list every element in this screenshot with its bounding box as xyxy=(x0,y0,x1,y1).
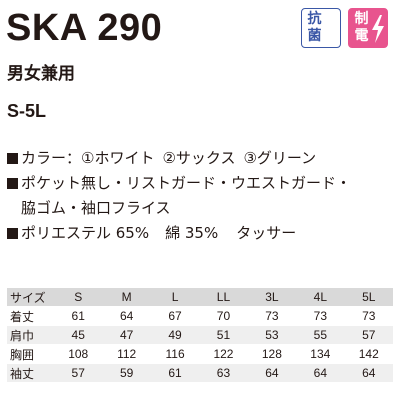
table-cell: 128 xyxy=(247,344,297,364)
material-line: ポリエステル 65% 綿 35% タッサー xyxy=(7,221,397,246)
size-header-cell: 4L xyxy=(296,288,345,307)
usage-label: 男女兼用 xyxy=(7,64,75,84)
table-cell: 47 xyxy=(102,325,151,345)
table-row: 袖丈 57 59 61 63 64 64 64 xyxy=(7,363,393,383)
row-label: 肩巾 xyxy=(7,325,54,345)
color-green: ③グリーン xyxy=(243,149,317,167)
table-cell: 64 xyxy=(296,363,345,383)
size-header-row: サイズ S M L LL 3L 4L 5L xyxy=(7,288,393,307)
table-cell: 61 xyxy=(150,363,200,383)
table-cell: 45 xyxy=(54,325,103,345)
table-cell: 57 xyxy=(344,325,393,345)
size-header-cell: L xyxy=(150,288,200,307)
spec-line: ポケット無し・リストガード・ウエストガード・ xyxy=(7,171,397,196)
size-header-cell: 3L xyxy=(247,288,297,307)
table-cell: 73 xyxy=(247,306,297,326)
table-cell: 61 xyxy=(54,306,103,326)
table-row: 胸囲 108 112 116 122 128 134 142 xyxy=(7,344,393,364)
square-bullet-icon xyxy=(7,178,18,189)
antibacterial-badge: 抗菌 xyxy=(301,8,341,48)
table-cell: 122 xyxy=(199,344,248,364)
table-cell: 70 xyxy=(199,306,248,326)
size-header-label: サイズ xyxy=(7,288,54,307)
color-line: カラー：①ホワイト ②サックス ③グリーン xyxy=(7,146,397,171)
table-row: 肩巾 45 47 49 51 53 55 57 xyxy=(7,325,393,345)
table-cell: 73 xyxy=(296,306,345,326)
table-cell: 64 xyxy=(247,363,297,383)
feature-list: カラー：①ホワイト ②サックス ③グリーン ポケット無し・リストガード・ウエストガー… xyxy=(7,146,397,246)
table-cell: 108 xyxy=(54,344,103,364)
size-header-cell: LL xyxy=(199,288,248,307)
antistatic-label: 制電 xyxy=(354,11,369,44)
table-cell: 64 xyxy=(102,306,151,326)
spec-text-2: 脇ゴム・袖口フライス xyxy=(21,199,171,217)
color-label: カラー： xyxy=(21,149,82,167)
size-header-cell: S xyxy=(54,288,103,307)
material-cotton: 綿 35% xyxy=(165,224,219,242)
table-cell: 134 xyxy=(296,344,345,364)
size-header-cell: 5L xyxy=(344,288,393,307)
table-cell: 116 xyxy=(150,344,200,364)
spec-line-continued: 脇ゴム・袖口フライス xyxy=(7,196,397,221)
square-bullet-icon xyxy=(7,153,18,164)
table-cell: 142 xyxy=(344,344,393,364)
table-cell: 51 xyxy=(199,325,248,345)
table-cell: 67 xyxy=(150,306,200,326)
table-cell: 63 xyxy=(199,363,248,383)
row-label: 着丈 xyxy=(7,306,54,326)
antistatic-badge: 制電 xyxy=(348,8,388,48)
size-range: S-5L xyxy=(7,101,47,121)
fabric-name: タッサー xyxy=(236,224,297,242)
table-cell: 55 xyxy=(296,325,345,345)
color-sax: ②サックス xyxy=(162,149,236,167)
material-polyester: ポリエステル 65% xyxy=(21,224,150,242)
lightning-icon xyxy=(372,15,384,43)
size-header-cell: M xyxy=(102,288,151,307)
size-table: サイズ S M L LL 3L 4L 5L 着丈 61 64 67 70 73 … xyxy=(7,288,393,383)
row-label: 胸囲 xyxy=(7,344,54,364)
product-code: SKA 290 xyxy=(6,7,163,49)
table-cell: 112 xyxy=(102,344,151,364)
square-bullet-icon xyxy=(7,228,18,239)
row-label: 袖丈 xyxy=(7,363,54,383)
spec-text-1: ポケット無し・リストガード・ウエストガード・ xyxy=(21,174,352,192)
table-cell: 59 xyxy=(102,363,151,383)
table-cell: 53 xyxy=(247,325,297,345)
table-cell: 57 xyxy=(54,363,103,383)
color-white: ①ホワイト xyxy=(81,149,155,167)
antibacterial-label: 抗菌 xyxy=(307,11,322,44)
table-row: 着丈 61 64 67 70 73 73 73 xyxy=(7,306,393,326)
table-cell: 64 xyxy=(344,363,393,383)
table-cell: 49 xyxy=(150,325,200,345)
table-cell: 73 xyxy=(344,306,393,326)
